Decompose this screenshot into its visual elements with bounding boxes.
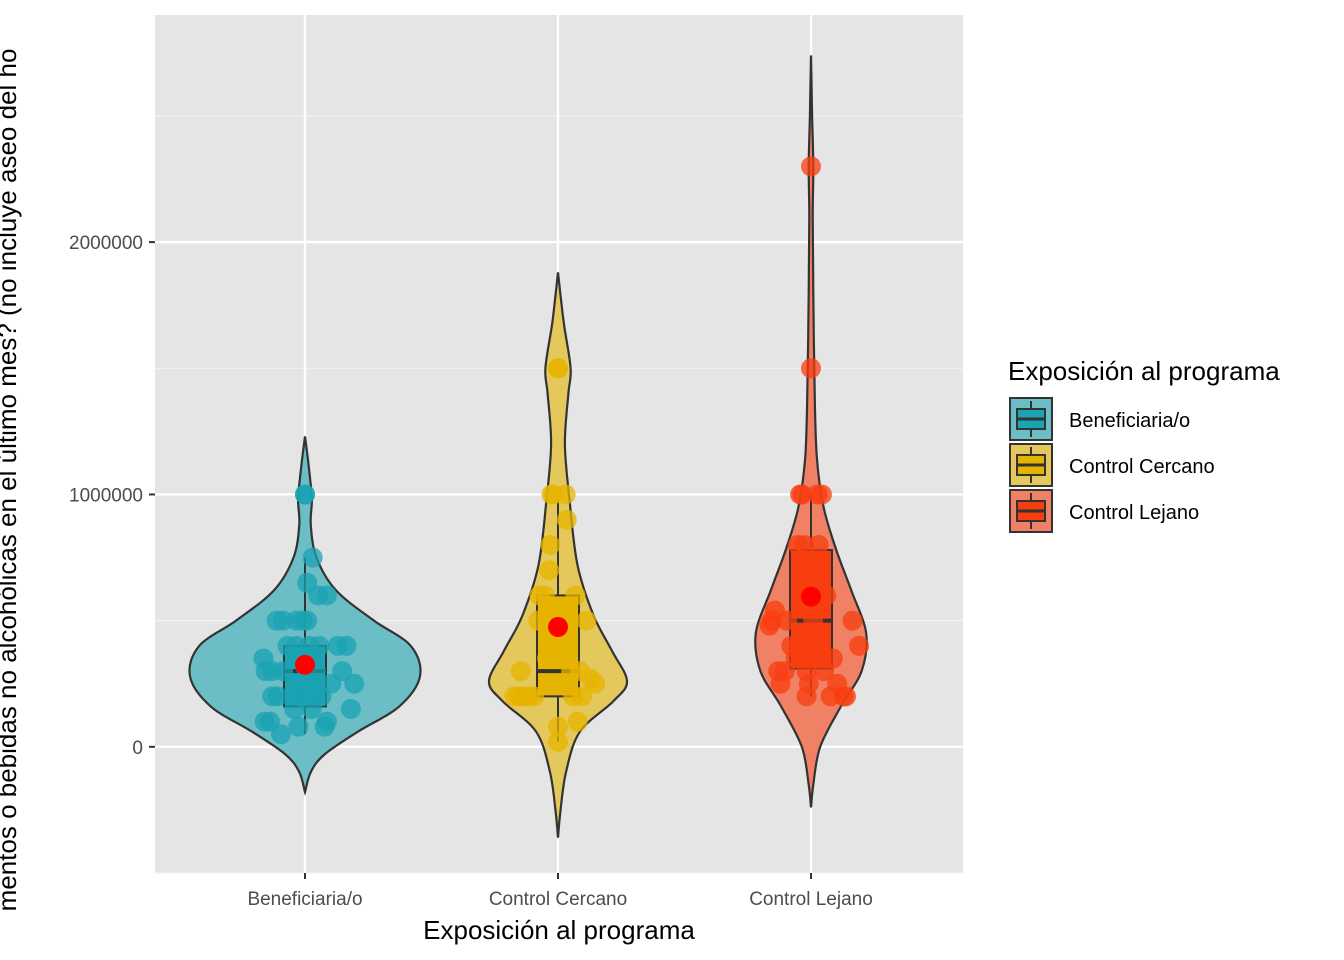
legend-label: Beneficiaria/o <box>1069 410 1190 432</box>
data-point <box>794 534 815 555</box>
data-point <box>316 711 337 732</box>
x-tick-label: Beneficiaria/o <box>247 889 362 910</box>
data-point <box>787 635 808 656</box>
data-point <box>801 156 821 177</box>
data-point <box>537 648 558 669</box>
data-point <box>297 610 318 631</box>
data-point <box>344 673 365 694</box>
data-point <box>548 358 568 379</box>
mean-point <box>295 654 315 675</box>
legend: Exposición al programa Beneficiaria/o Con… <box>1008 356 1280 533</box>
data-point <box>810 635 831 656</box>
x-axis-title: Exposición al programa <box>423 915 695 945</box>
x-tick-label: Control Cercano <box>489 889 627 910</box>
legend-label: Control Lejano <box>1069 502 1199 524</box>
data-point <box>539 560 560 581</box>
data-point <box>585 673 606 694</box>
data-point <box>510 661 531 682</box>
data-point <box>572 686 593 707</box>
data-point <box>302 547 323 568</box>
x-axis-ticks: Beneficiaria/o Control Cercano Control Lej… <box>247 873 873 910</box>
data-point <box>816 585 837 606</box>
data-point <box>792 484 813 505</box>
data-point <box>842 610 863 631</box>
y-tick-label: 0 <box>132 738 143 759</box>
data-point <box>267 686 288 707</box>
data-point <box>295 484 315 505</box>
data-point <box>540 534 561 555</box>
y-tick-label: 1000000 <box>69 485 143 506</box>
data-point <box>548 731 568 752</box>
data-point <box>822 648 843 669</box>
data-point <box>273 661 294 682</box>
data-point <box>523 686 544 707</box>
data-point <box>798 673 819 694</box>
mean-point <box>801 586 821 607</box>
data-point <box>776 610 797 631</box>
y-tick-label: 2000000 <box>69 233 143 254</box>
data-point <box>801 358 821 379</box>
data-point <box>808 534 829 555</box>
data-point <box>332 661 353 682</box>
mean-points <box>295 586 821 675</box>
data-point <box>316 585 337 606</box>
legend-label: Control Cercano <box>1069 456 1215 478</box>
data-point <box>807 560 828 581</box>
data-point <box>556 509 577 530</box>
data-point <box>565 585 586 606</box>
mean-point <box>548 616 568 637</box>
y-axis-ticks: 0 1000000 2000000 <box>69 233 155 759</box>
y-axis-title: mentos o bebidas no alcohólicas en el úl… <box>0 49 22 912</box>
data-point <box>811 484 832 505</box>
legend-keys: Beneficiaria/o Control Cercano Control Lej… <box>1009 397 1215 533</box>
data-point <box>555 484 576 505</box>
data-point <box>835 686 856 707</box>
data-point <box>528 610 549 631</box>
data-point <box>336 635 357 656</box>
data-point <box>576 610 597 631</box>
data-point <box>260 711 281 732</box>
x-tick-label: Control Lejano <box>749 889 873 910</box>
data-point <box>849 635 870 656</box>
data-point <box>534 585 555 606</box>
data-point <box>567 711 588 732</box>
legend-title: Exposición al programa <box>1008 356 1280 386</box>
data-point <box>309 635 330 656</box>
data-point <box>288 716 309 737</box>
data-point <box>340 698 361 719</box>
data-point <box>548 716 568 737</box>
